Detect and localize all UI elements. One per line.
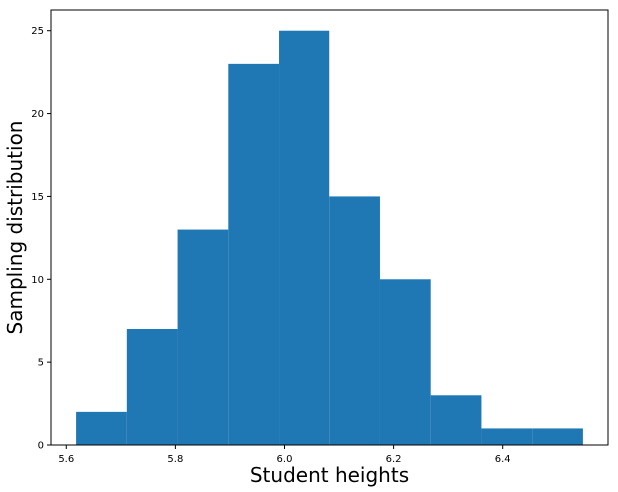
x-tick-label: 6.2 (386, 454, 402, 465)
histogram-bar (228, 63, 280, 445)
x-tick-label: 6.0 (277, 454, 293, 465)
y-tick-label: 20 (31, 109, 44, 120)
histogram-bar (430, 395, 482, 445)
histogram-bar (379, 279, 431, 445)
x-axis-ticks: 5.6 5.8 6.0 6.2 6.4 (58, 445, 511, 465)
y-tick-label: 0 (38, 441, 44, 452)
y-axis-title: Sampling distribution (3, 121, 27, 335)
y-tick-label: 15 (31, 192, 44, 203)
histogram-bar (329, 196, 380, 445)
x-tick-label: 6.4 (495, 454, 511, 465)
x-tick-label: 5.8 (167, 454, 183, 465)
x-tick-label: 5.6 (58, 454, 74, 465)
x-axis-title: Student heights (250, 463, 409, 487)
histogram-bar (279, 30, 330, 445)
histogram-bars (76, 30, 583, 445)
plot-frame (50, 9, 609, 446)
histogram-bar (126, 329, 178, 445)
y-tick-label: 25 (31, 26, 44, 37)
y-axis-ticks: 0 5 10 15 20 25 (31, 26, 51, 452)
histogram-bar (177, 229, 229, 445)
y-tick-label: 10 (31, 275, 44, 286)
histogram-bar (481, 428, 533, 445)
y-tick-label: 5 (38, 358, 44, 369)
histogram-bar (532, 428, 583, 445)
histogram-bar (76, 411, 127, 445)
